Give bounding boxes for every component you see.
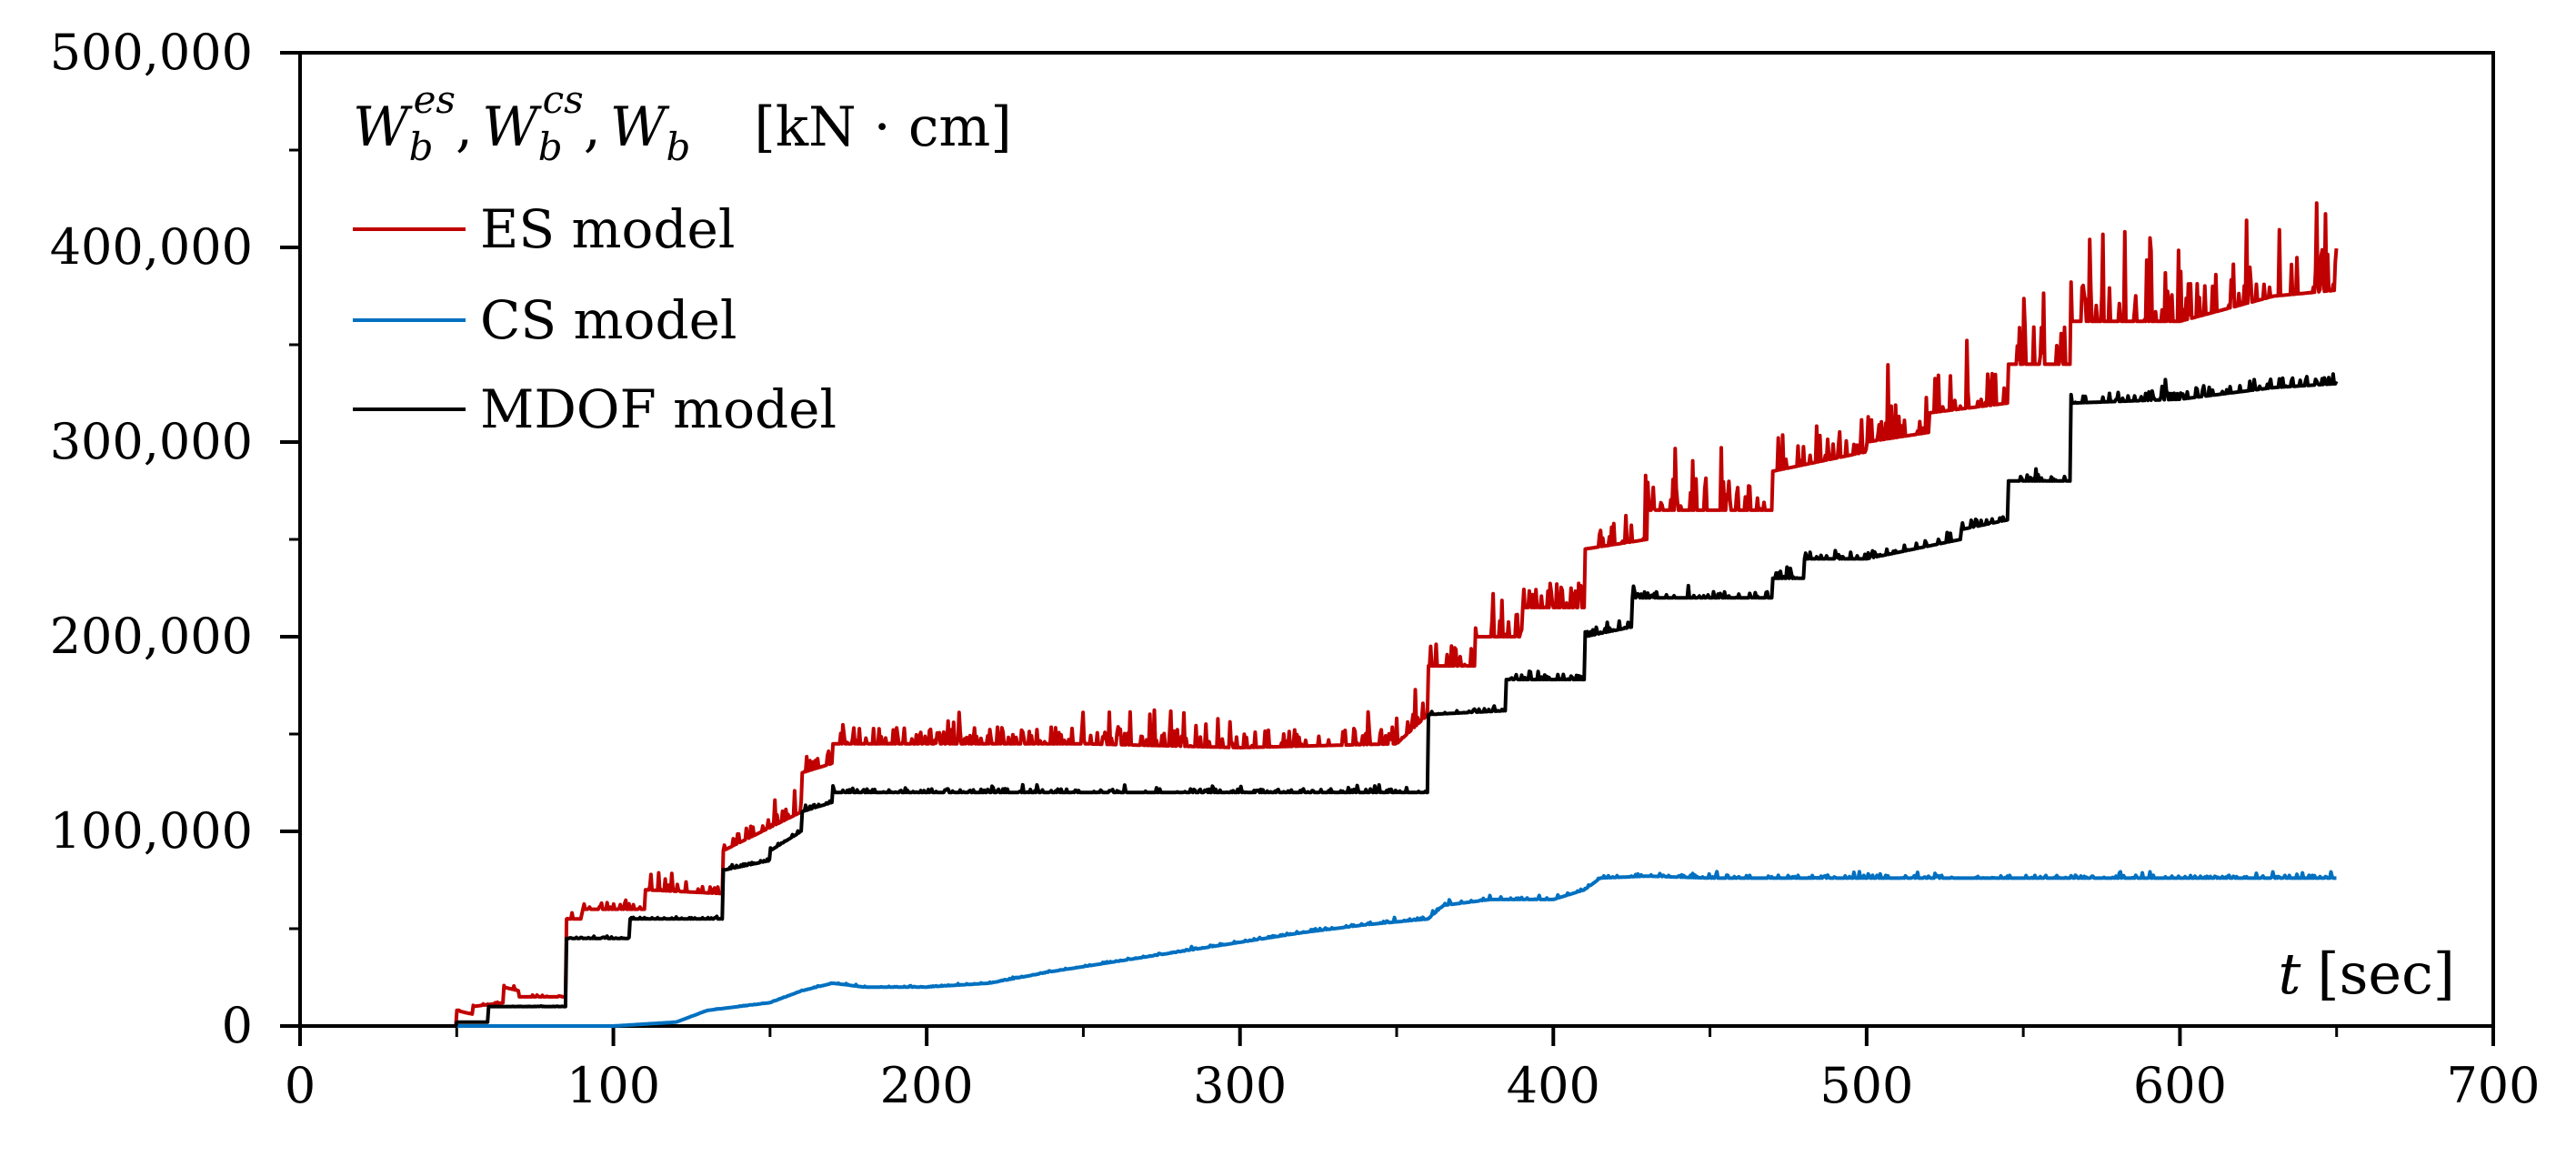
x-tick-label: 100	[566, 1057, 660, 1114]
y-axis: 0 100,000 200,000 300,000 400,000 500,000	[50, 24, 300, 1054]
x-tick-label: 0	[285, 1057, 316, 1114]
x-axis-label-text: t [sec]	[2278, 941, 2455, 1007]
x-tick-label: 200	[880, 1057, 974, 1114]
y-tick-label: 300,000	[50, 413, 253, 470]
x-tick-label: 300	[1193, 1057, 1287, 1114]
y-tick-label: 400,000	[50, 218, 253, 276]
legend: ES model CS model MDOF model	[353, 198, 837, 440]
x-axis: 0 100 200 300 400 500 600 700	[285, 1026, 2541, 1114]
x-tick-label: 700	[2446, 1057, 2540, 1114]
y-tick-label: 500,000	[50, 24, 253, 81]
x-tick-label: 500	[1819, 1057, 1913, 1114]
y-tick-label: 0	[222, 997, 253, 1054]
x-tick-label: 600	[2133, 1057, 2227, 1114]
x-axis-label: t [sec]	[2278, 941, 2455, 1007]
y-axis-label-text: Wbes, Wbcs, Wb [kN · cm]	[353, 77, 1012, 169]
y-axis-label: Wbes, Wbcs, Wb [kN · cm]	[353, 77, 1012, 169]
series-line-cs-model	[299, 870, 2338, 1028]
series-line-mdof-model	[299, 372, 2339, 1028]
series-layer	[299, 201, 2339, 1028]
legend-label-cs-model: CS model	[480, 289, 737, 351]
y-tick-label: 100,000	[50, 802, 253, 860]
y-tick-label: 200,000	[50, 608, 253, 665]
legend-label-es-model: ES model	[480, 198, 735, 260]
series-line-es-model	[299, 201, 2339, 1028]
legend-label-mdof-model: MDOF model	[480, 378, 837, 440]
x-tick-label: 400	[1507, 1057, 1600, 1114]
